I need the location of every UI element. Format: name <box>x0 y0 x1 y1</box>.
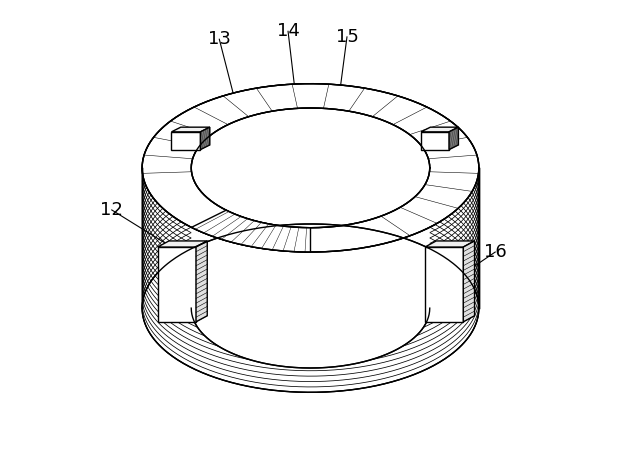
Polygon shape <box>449 127 458 149</box>
Polygon shape <box>191 210 310 252</box>
Text: 12: 12 <box>101 201 123 219</box>
Polygon shape <box>158 241 207 247</box>
Polygon shape <box>171 127 210 132</box>
Polygon shape <box>171 132 201 149</box>
Polygon shape <box>145 178 395 252</box>
Text: 15: 15 <box>335 28 358 46</box>
Polygon shape <box>425 241 474 247</box>
Polygon shape <box>425 247 463 322</box>
Polygon shape <box>463 241 474 322</box>
Text: 16: 16 <box>484 243 507 261</box>
Polygon shape <box>158 247 196 322</box>
Text: 13: 13 <box>208 30 231 48</box>
Polygon shape <box>191 108 430 368</box>
Polygon shape <box>142 84 479 252</box>
Polygon shape <box>191 108 430 228</box>
Polygon shape <box>421 132 449 149</box>
Polygon shape <box>196 241 207 322</box>
Polygon shape <box>191 108 430 228</box>
Text: 14: 14 <box>276 22 299 40</box>
Polygon shape <box>201 127 210 149</box>
Polygon shape <box>421 127 458 132</box>
